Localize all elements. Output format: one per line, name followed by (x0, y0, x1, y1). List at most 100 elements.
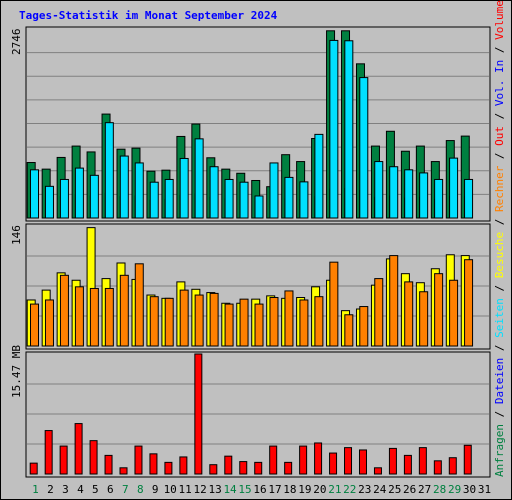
rechner-bar-day-23 (359, 306, 369, 347)
day-label-12: 12 (194, 483, 207, 496)
seiten-bar-day-13 (209, 166, 219, 219)
volumen-bar-day-8 (134, 445, 143, 475)
legend-part-6: Besuche (493, 232, 506, 278)
seiten-bar-day-3 (59, 178, 69, 219)
day-label-19: 19 (298, 483, 311, 496)
seiten-bar-day-8 (134, 162, 144, 219)
rechner-bar-day-21 (329, 261, 339, 347)
legend-part-10: Out (493, 126, 506, 146)
volumen-bar-day-3 (59, 445, 68, 475)
seiten-bar-day-24 (374, 161, 384, 219)
legend-part-2: Dateien (493, 358, 506, 404)
volumen-bar-day-30 (463, 444, 472, 475)
day-label-2: 2 (47, 483, 54, 496)
rechner-bar-day-20 (314, 296, 324, 347)
legend-part-11: / (493, 106, 506, 126)
day-label-31: 31 (478, 483, 491, 496)
rechner-bar-day-26 (404, 281, 414, 347)
day-label-22: 22 (343, 483, 356, 496)
seiten-bar-day-21 (329, 39, 339, 219)
seiten-bar-day-9 (149, 181, 159, 219)
rechner-bar-day-17 (269, 297, 279, 347)
seiten-bar-day-30 (464, 178, 474, 219)
chart-title: Tages-Statistik im Monat September 2024 (19, 9, 278, 22)
volumen-bar-day-2 (44, 430, 53, 475)
rechner-bar-day-12 (194, 294, 204, 347)
legend-part-13: / (493, 40, 506, 60)
rechner-bar-day-8 (134, 263, 144, 347)
volumen-bar-day-6 (104, 454, 113, 475)
legend-part-8: Rechner (493, 165, 506, 212)
seiten-bar-day-6 (104, 122, 114, 219)
day-label-23: 23 (358, 483, 371, 496)
day-label-17: 17 (268, 483, 281, 496)
volumen-bar-day-18 (284, 461, 293, 475)
day-label-26: 26 (403, 483, 416, 496)
seiten-bar-day-16 (254, 195, 264, 219)
legend-part-9: / (493, 146, 506, 166)
volumen-bar-day-4 (74, 423, 83, 475)
seiten-bar-day-27 (419, 172, 429, 219)
legend-part-7: / (493, 212, 506, 232)
volumen-bar-day-23 (358, 449, 367, 475)
seiten-bar-day-11 (179, 157, 189, 219)
volumen-bar-day-14 (224, 455, 233, 475)
seiten-bar-day-4 (74, 167, 84, 219)
seiten-bar-day-14 (224, 178, 234, 219)
rechner-bar-day-14 (224, 303, 234, 347)
day-label-28: 28 (433, 483, 446, 496)
seiten-bar-day-17 (269, 162, 279, 219)
legend-part-0: Anfragen (493, 424, 506, 477)
legend-part-3: / (493, 338, 506, 358)
series-legend: Anfragen / Dateien / Seiten / Besuche / … (493, 0, 506, 477)
volumen-bar-day-27 (418, 447, 427, 475)
day-label-5: 5 (92, 483, 99, 496)
volumen-bar-day-21 (329, 452, 338, 475)
requests-max-label: 2746 (10, 29, 23, 56)
rechner-bar-day-28 (434, 273, 444, 347)
seiten-bar-day-7 (119, 155, 129, 219)
day-label-4: 4 (77, 483, 84, 496)
day-label-9: 9 (152, 483, 159, 496)
day-label-13: 13 (208, 483, 221, 496)
rechner-bar-day-18 (284, 290, 294, 347)
rechner-bar-day-5 (89, 287, 99, 347)
day-label-6: 6 (107, 483, 114, 496)
rechner-bar-day-2 (44, 299, 54, 347)
day-label-18: 18 (283, 483, 296, 496)
volumen-bar-day-22 (344, 447, 353, 475)
legend-part-5: / (493, 278, 506, 298)
rechner-bar-day-11 (179, 289, 189, 347)
day-label-14: 14 (223, 483, 237, 496)
rechner-bar-day-6 (104, 287, 114, 347)
volumen-bar-day-28 (433, 460, 442, 475)
seiten-bar-day-20 (314, 133, 324, 219)
day-label-7: 7 (122, 483, 129, 496)
volumen-bar-day-19 (299, 445, 308, 475)
rechner-bar-day-10 (164, 297, 174, 347)
rechner-bar-day-1 (30, 303, 39, 347)
rechner-bar-day-4 (74, 286, 84, 347)
day-label-15: 15 (238, 483, 251, 496)
legend-part-4: Seiten (493, 298, 506, 338)
legend-part-12: Vol. In (493, 60, 506, 106)
volumen-bar-day-26 (403, 454, 412, 475)
volumen-bar-day-7 (119, 467, 128, 475)
day-label-1: 1 (32, 483, 39, 496)
day-label-10: 10 (164, 483, 177, 496)
rechner-bar-day-25 (389, 255, 399, 347)
rechner-bar-day-7 (119, 274, 129, 347)
seiten-bar-day-10 (164, 178, 174, 219)
seiten-bar-day-12 (194, 138, 204, 219)
day-label-29: 29 (448, 483, 461, 496)
rechner-bar-day-24 (374, 278, 384, 347)
rechner-bar-day-29 (449, 279, 459, 347)
rechner-bar-day-13 (209, 292, 219, 347)
volumen-bar-day-1 (29, 462, 38, 475)
day-label-8: 8 (137, 483, 144, 496)
volumen-bar-day-13 (209, 464, 218, 475)
volumen-bar-day-5 (89, 440, 98, 475)
legend-part-1: / (493, 404, 506, 424)
seiten-bar-day-28 (434, 178, 444, 219)
seiten-bar-day-5 (89, 174, 99, 219)
